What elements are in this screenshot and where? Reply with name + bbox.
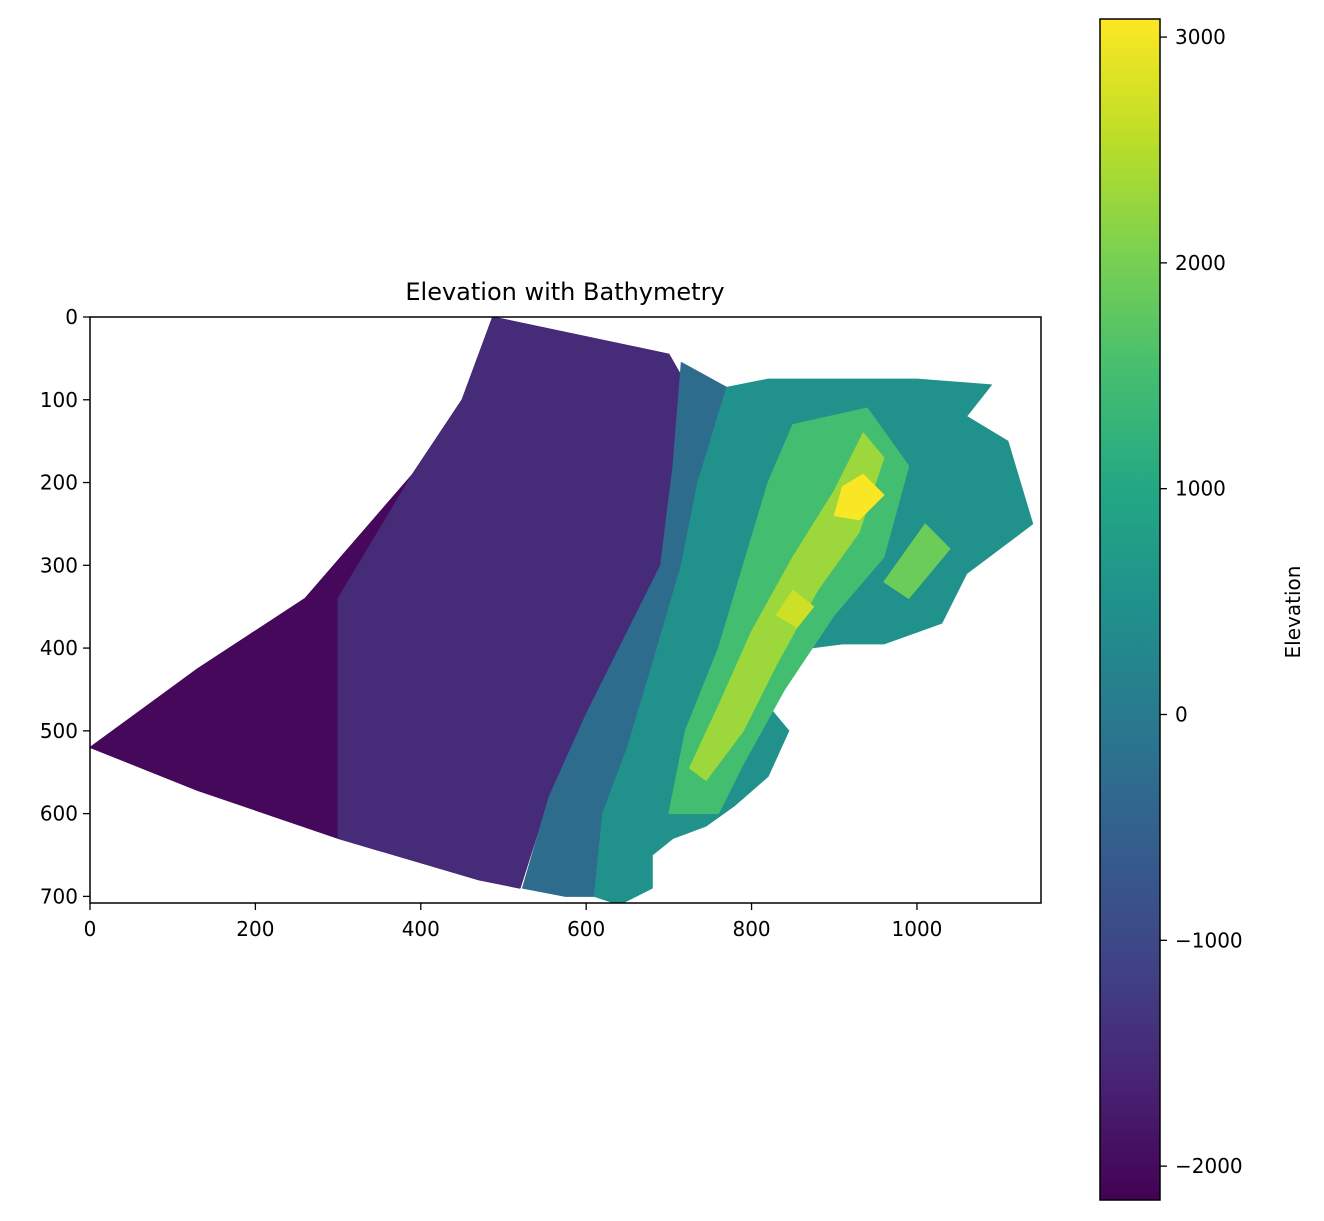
colorbar-tick-label: 1000 — [1175, 477, 1226, 501]
x-tick-label: 400 — [402, 917, 440, 941]
y-tick-label: 500 — [40, 719, 78, 743]
colorbar-tick-label: 2000 — [1175, 251, 1226, 275]
x-tick-label: 0 — [84, 917, 97, 941]
x-tick-label: 200 — [236, 917, 274, 941]
y-tick-label: 200 — [40, 471, 78, 495]
colorbar-tick-label: −2000 — [1175, 1154, 1243, 1178]
region-coastal-ridge — [883, 523, 951, 599]
y-tick-label: 0 — [65, 305, 78, 329]
region-secondary-peak — [775, 589, 815, 628]
y-tick-label: 100 — [40, 388, 78, 412]
x-axis: 0 200 400 600 800 1000 — [84, 903, 943, 941]
colorbar-label: Elevation — [1281, 566, 1305, 659]
x-tick-label: 600 — [567, 917, 605, 941]
y-axis: 0 100 200 300 400 500 600 700 — [40, 305, 90, 908]
heatmap-layer — [90, 317, 1034, 903]
colorbar-tick-label: 3000 — [1175, 25, 1226, 49]
y-tick-label: 600 — [40, 802, 78, 826]
plot-frame — [89, 316, 1042, 904]
y-tick-label: 700 — [40, 884, 78, 908]
region-summit — [833, 473, 885, 521]
y-tick-label: 400 — [40, 636, 78, 660]
colorbar-tick-label: −1000 — [1175, 928, 1243, 952]
colorbar-tick-label: 0 — [1175, 703, 1188, 727]
colorbar-axis: −2000 −1000 0 1000 2000 3000 — [1160, 25, 1243, 1178]
y-tick-label: 300 — [40, 553, 78, 577]
chart-title: Elevation with Bathymetry — [405, 278, 724, 306]
x-tick-label: 800 — [732, 917, 770, 941]
x-tick-label: 1000 — [892, 917, 943, 941]
colorbar — [1099, 18, 1161, 1201]
